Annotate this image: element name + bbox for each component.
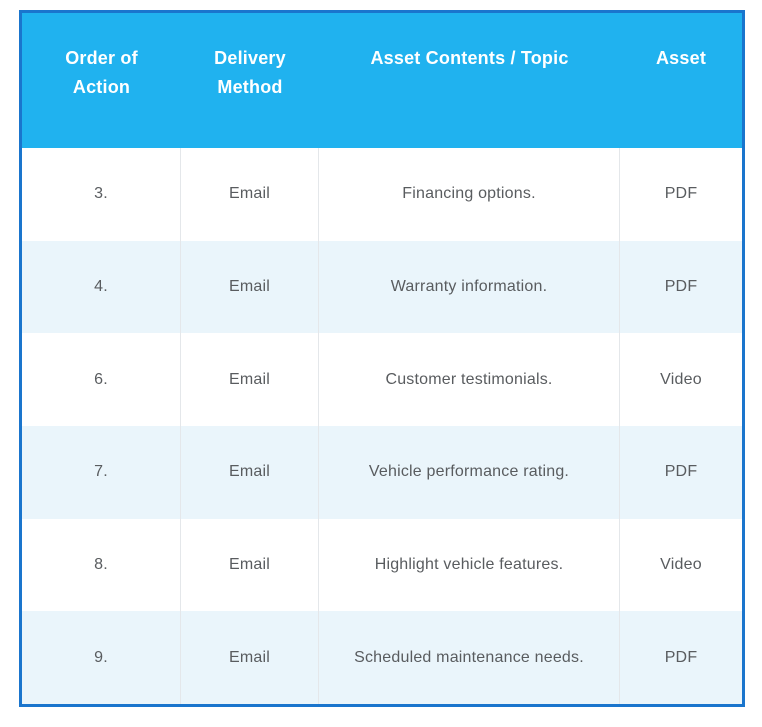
cell-asset: Video: [660, 555, 702, 573]
header-asset-contents-topic-label: Asset Contents / Topic: [370, 48, 569, 68]
cell-order: 4.: [22, 240, 181, 334]
cell-order: 8.: [22, 518, 181, 612]
cell-asset: PDF: [664, 185, 698, 203]
cell-delivery: Email: [181, 611, 319, 704]
table-row: 7. Email Vehicle performance rating. PDF: [22, 425, 742, 519]
header-delivery-method: Delivery Method: [181, 13, 319, 148]
header-asset: Asset: [620, 13, 742, 148]
cell-order: 7.: [22, 425, 181, 519]
cell-topic: Warranty information.: [319, 240, 620, 334]
asset-cadence-table: Order of Action Delivery Method Asset Co…: [19, 10, 745, 707]
header-asset-contents-topic: Asset Contents / Topic: [319, 13, 620, 148]
table-row: 9. Email Scheduled maintenance needs. PD…: [22, 611, 742, 704]
table-body: 3. Email Financing options. PDF 4. Email…: [22, 148, 742, 704]
cell-asset: PDF: [664, 648, 698, 666]
cell-topic: Vehicle performance rating.: [319, 425, 620, 519]
cell-delivery: Email: [181, 240, 319, 334]
cell-delivery: Email: [181, 425, 319, 519]
cell-topic: Financing options.: [319, 148, 620, 241]
cell-topic: Customer testimonials.: [319, 333, 620, 426]
cell-delivery: Email: [181, 518, 319, 612]
table-header-row: Order of Action Delivery Method Asset Co…: [22, 13, 742, 148]
header-delivery-method-label: Delivery Method: [214, 48, 286, 97]
cell-order: 6.: [22, 333, 181, 426]
cell-delivery: Email: [181, 148, 319, 241]
header-order-of-action: Order of Action: [22, 13, 181, 148]
cell-delivery: Email: [181, 333, 319, 426]
header-order-of-action-label: Order of Action: [65, 48, 138, 97]
header-asset-label: Asset: [655, 48, 707, 68]
cell-topic: Scheduled maintenance needs.: [319, 611, 620, 704]
cell-order: 9.: [22, 611, 181, 704]
cell-order: 3.: [22, 148, 181, 241]
cell-asset: Video: [660, 370, 702, 388]
table-row: 3. Email Financing options. PDF: [22, 148, 742, 241]
cell-topic: Highlight vehicle features.: [319, 518, 620, 612]
cell-asset: PDF: [664, 463, 698, 481]
table-row: 6. Email Customer testimonials. Video: [22, 333, 742, 426]
table-row: 4. Email Warranty information. PDF: [22, 240, 742, 334]
table-row: 8. Email Highlight vehicle features. Vid…: [22, 518, 742, 612]
cell-asset: PDF: [664, 277, 698, 295]
